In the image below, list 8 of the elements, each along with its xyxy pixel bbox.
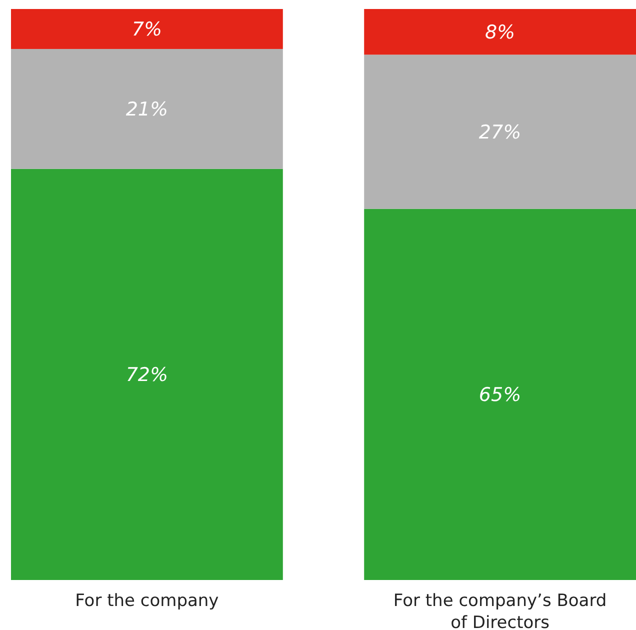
data-label: 72% — [126, 364, 168, 386]
x-tick-label: For the company’s Board of Directors — [393, 591, 607, 630]
data-label: 65% — [478, 384, 522, 406]
data-label: 8% — [484, 21, 516, 44]
data-label: 27% — [478, 121, 522, 144]
data-label: 21% — [126, 98, 168, 121]
x-tick-label: For the company — [75, 591, 219, 611]
data-label: 7% — [132, 18, 162, 41]
